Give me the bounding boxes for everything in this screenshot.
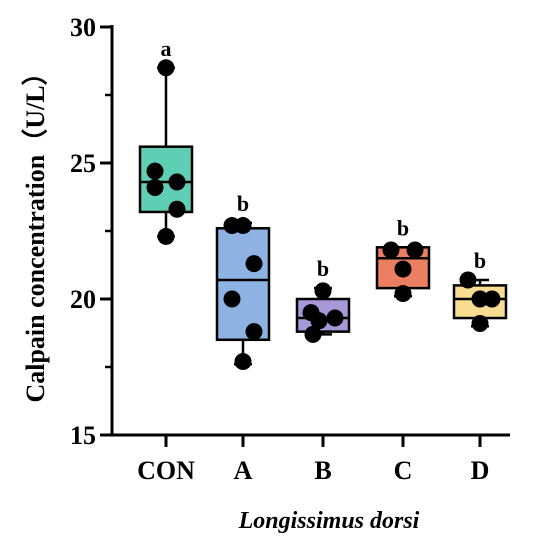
data-point bbox=[146, 178, 164, 196]
data-point bbox=[483, 290, 501, 308]
x-tick-label: CON bbox=[137, 456, 195, 485]
y-tick-label: 30 bbox=[70, 13, 96, 42]
x-tick-label: B bbox=[314, 456, 331, 485]
data-point bbox=[168, 173, 186, 191]
box bbox=[215, 227, 271, 342]
data-point bbox=[310, 312, 328, 330]
data-point bbox=[245, 255, 263, 273]
data-point bbox=[459, 271, 477, 289]
y-tick-label: 20 bbox=[70, 285, 96, 314]
labels: 15 20 25 30 a CON b Ab Bb Cb D Calpain concentratio… bbox=[21, 13, 489, 534]
data-point bbox=[223, 217, 241, 235]
data-point bbox=[223, 290, 241, 308]
significance-letter: a bbox=[161, 36, 172, 61]
significance-letter: b bbox=[397, 215, 409, 240]
data-point bbox=[146, 162, 164, 180]
group-c bbox=[375, 241, 431, 303]
data-point bbox=[314, 282, 332, 300]
data-point bbox=[326, 309, 344, 327]
data-point bbox=[406, 241, 424, 259]
x-tick-label: C bbox=[394, 456, 413, 485]
data-point bbox=[234, 353, 252, 371]
data-point bbox=[394, 285, 412, 303]
y-axis-label: Calpain concentration（U/L） bbox=[21, 59, 50, 402]
x-tick-label: D bbox=[471, 456, 490, 485]
significance-letter: b bbox=[474, 248, 486, 273]
data-point bbox=[168, 200, 186, 218]
group-b bbox=[295, 282, 351, 343]
group-a bbox=[215, 217, 271, 371]
group-con bbox=[138, 59, 194, 245]
x-axis-label: Longissimus dorsi bbox=[238, 508, 420, 534]
data-point bbox=[245, 323, 263, 341]
significance-letter: b bbox=[237, 191, 249, 216]
group-d bbox=[452, 271, 508, 332]
significance-letter: b bbox=[317, 256, 329, 281]
data-point bbox=[394, 260, 412, 278]
data-point bbox=[471, 290, 489, 308]
axes bbox=[100, 25, 510, 447]
x-tick-label: A bbox=[234, 456, 253, 485]
boxes bbox=[138, 59, 508, 371]
data-point bbox=[471, 314, 489, 332]
data-point bbox=[382, 241, 400, 259]
data-point bbox=[157, 227, 175, 245]
y-tick-label: 15 bbox=[70, 421, 96, 450]
data-point bbox=[304, 325, 322, 343]
data-point bbox=[157, 59, 175, 77]
y-tick-label: 25 bbox=[70, 149, 96, 178]
